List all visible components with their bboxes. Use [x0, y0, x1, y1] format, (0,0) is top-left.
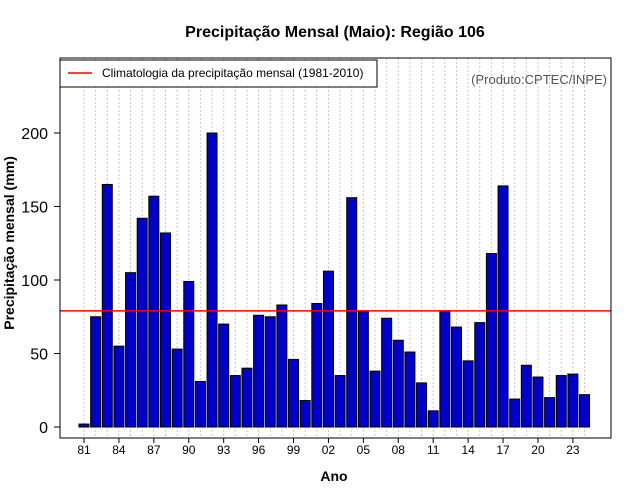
bar-04 [346, 197, 358, 428]
bar-95 [241, 367, 253, 428]
x-tick-label: 99 [287, 443, 301, 457]
bar-98 [276, 304, 288, 428]
bar-15 [474, 322, 486, 428]
x-tick-label: 96 [252, 443, 266, 457]
x-tick-label: 81 [77, 443, 91, 457]
bar-81 [78, 423, 90, 428]
bar-16 [485, 253, 497, 428]
x-axis: 81 84 87 90 93 96 99 02 05 08 11 14 17 20 23 [77, 438, 580, 457]
bar-97 [264, 316, 276, 428]
bar-22 [555, 375, 567, 428]
x-tick-label: 93 [217, 443, 231, 457]
x-tick-label: 11 [427, 443, 440, 457]
x-tick-label: 20 [531, 443, 545, 457]
bar-86 [136, 217, 148, 428]
bar-13 [450, 326, 462, 428]
bar-03 [334, 375, 346, 428]
bar-23 [567, 373, 579, 428]
legend: Climatologia da precipitação mensal (198… [59, 59, 378, 88]
bar-93 [218, 323, 230, 428]
x-tick-label: 23 [566, 443, 580, 457]
bar-02 [322, 270, 334, 428]
x-tick-label: 02 [322, 443, 336, 457]
bar-91 [194, 380, 206, 428]
y-tick-label: 100 [21, 273, 48, 290]
x-tick-label: 87 [147, 443, 161, 457]
y-tick-label: 0 [39, 420, 48, 437]
bar-90 [183, 280, 195, 428]
legend-box [59, 59, 378, 88]
bar-82 [90, 316, 102, 428]
bar-10 [416, 382, 428, 428]
x-tick-label: 05 [357, 443, 371, 457]
bar-83 [101, 183, 113, 428]
bar-21 [544, 397, 556, 428]
y-axis-label: Precipitação mensal (mm) [1, 156, 17, 330]
bar-99 [288, 358, 300, 428]
bars-group [78, 132, 591, 428]
bar-19 [520, 364, 532, 428]
credit-text: (Produto:CPTEC/INPE) [471, 72, 607, 87]
bar-08 [392, 339, 404, 428]
bar-06 [369, 370, 381, 428]
y-tick-label: 200 [21, 126, 48, 143]
bar-12 [439, 310, 451, 428]
bar-24 [579, 394, 591, 428]
bar-89 [171, 348, 183, 428]
bar-94 [229, 375, 241, 428]
bar-01 [311, 303, 323, 428]
bar-07 [381, 317, 393, 428]
bar-84 [113, 345, 125, 428]
x-axis-label: Ano [320, 468, 347, 484]
bar-14 [462, 360, 474, 428]
x-tick-label: 08 [392, 443, 406, 457]
x-tick-label: 84 [112, 443, 126, 457]
bar-17 [497, 185, 509, 428]
bar-09 [404, 351, 416, 428]
x-tick-label: 90 [182, 443, 196, 457]
legend-label: Climatologia da precipitação mensal (198… [102, 66, 363, 80]
bar-11 [427, 410, 439, 428]
x-tick-label: 14 [461, 443, 475, 457]
bar-18 [509, 398, 521, 428]
bar-85 [125, 272, 137, 428]
bar-20 [532, 376, 544, 428]
bar-00 [299, 400, 311, 428]
bar-05 [357, 310, 369, 428]
y-tick-label: 150 [21, 200, 48, 217]
chart-title: Precipitação Mensal (Maio): Região 106 [185, 24, 485, 41]
x-tick-label: 17 [496, 443, 510, 457]
y-axis: 0 50 100 150 200 [21, 126, 60, 437]
bar-88 [159, 232, 171, 428]
bar-96 [253, 314, 265, 428]
plot-frame [59, 57, 612, 439]
y-tick-label: 50 [30, 347, 48, 364]
bar-92 [206, 132, 218, 428]
